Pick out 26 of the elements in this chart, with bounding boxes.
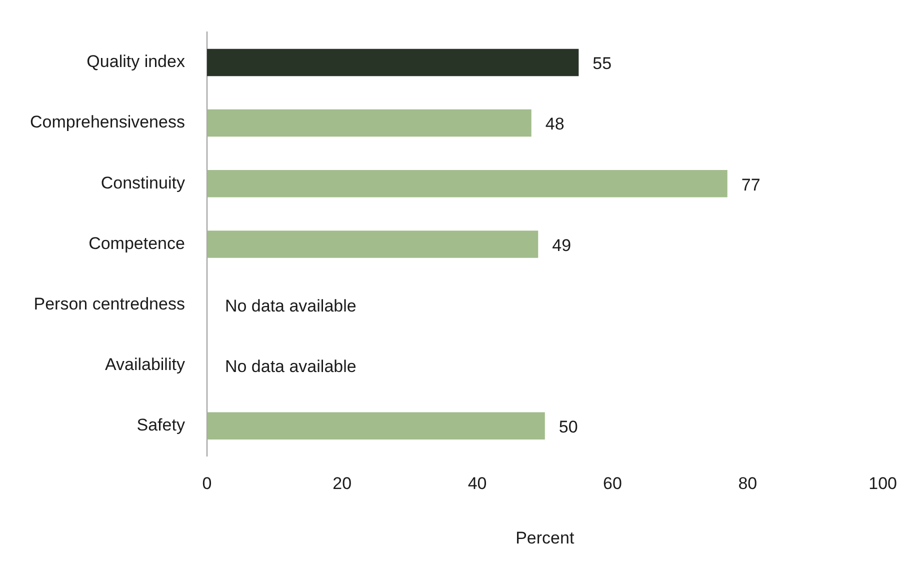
y-tick-label: Competence xyxy=(88,234,185,253)
y-tick-label: Comprehensiveness xyxy=(30,112,185,132)
x-tick-label: 0 xyxy=(202,474,212,494)
y-tick-label: Availability xyxy=(104,355,186,374)
data-label: 49 xyxy=(552,236,572,255)
bar xyxy=(206,48,579,76)
text: No data available xyxy=(224,357,356,376)
y-tick-label: Quality index xyxy=(86,52,186,72)
x-tick-label: 40 xyxy=(468,474,487,494)
data-label: 77 xyxy=(741,175,760,194)
data-label: 55 xyxy=(592,54,612,74)
x-tick-label: 60 xyxy=(603,474,622,494)
y-tick-label: Safety xyxy=(136,416,186,435)
x-tick-label: 20 xyxy=(332,474,352,494)
text: No data available xyxy=(224,296,356,316)
data-label: 50 xyxy=(558,418,578,437)
y-tick-label: Person centredness xyxy=(34,294,185,314)
bar xyxy=(206,230,538,258)
bar xyxy=(206,170,728,198)
x-tick-label: 100 xyxy=(868,474,898,494)
bar xyxy=(206,412,545,440)
data-label: 48 xyxy=(545,114,564,134)
x-axis-title: Percent xyxy=(516,528,574,548)
x-tick-label: 80 xyxy=(738,474,758,494)
bar xyxy=(206,109,532,137)
y-tick-label: Constinuity xyxy=(100,173,186,192)
